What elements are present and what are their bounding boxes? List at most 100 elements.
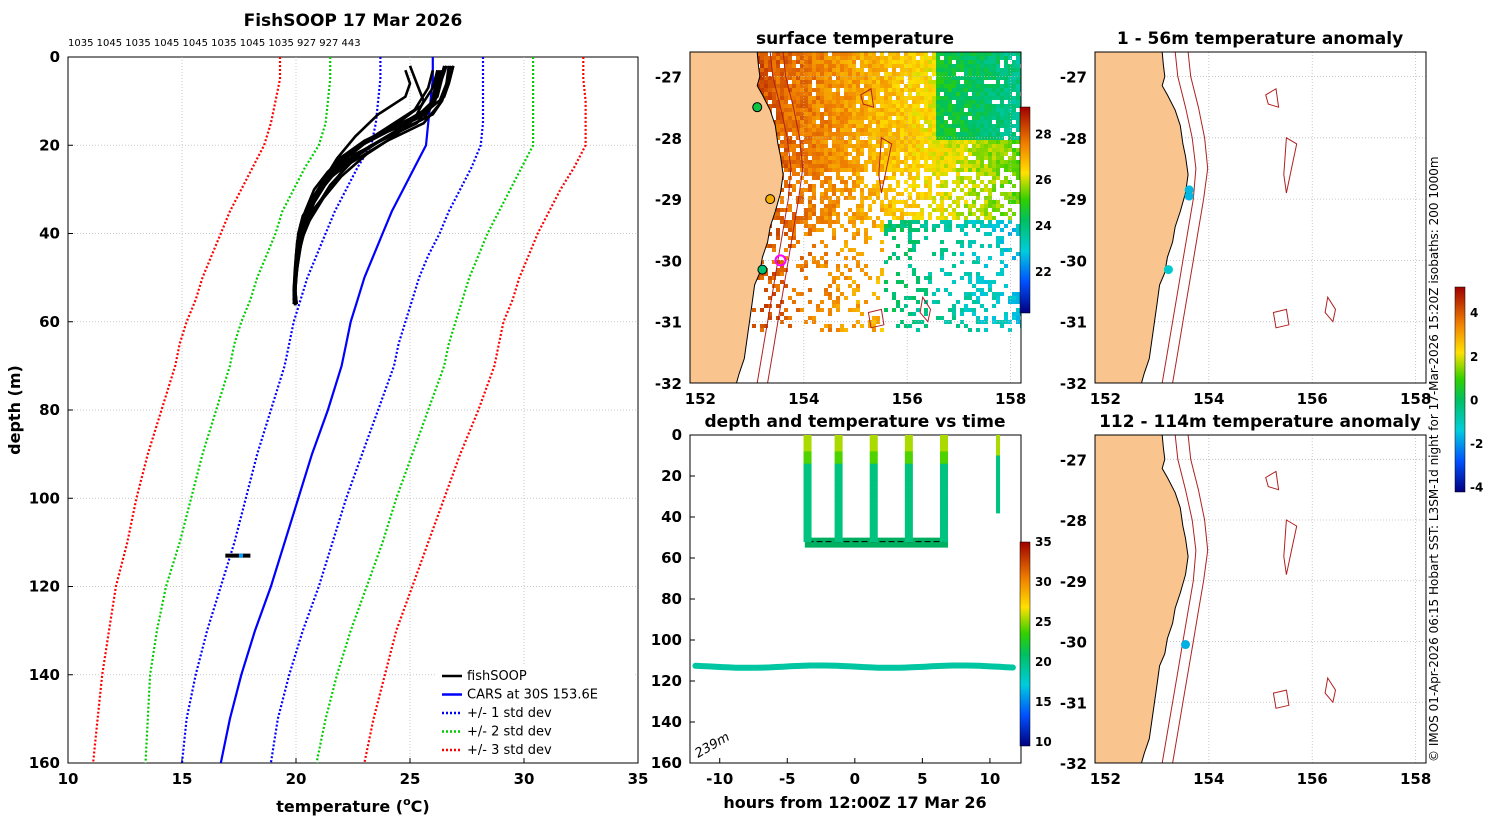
sst-cell [948,164,952,168]
sst-cell [784,180,788,184]
cast-segment [869,476,878,481]
sst-cell [900,68,904,72]
cast-segment [939,476,948,481]
sst-cell [1016,84,1020,88]
sst-cell [824,96,828,100]
sst-cell [892,56,896,60]
sst-cell [924,164,928,168]
sst-cell [944,84,948,88]
sst-cell [820,68,824,72]
sst-cell [800,152,804,156]
sst-cell [920,92,924,96]
sst-cell [828,60,832,64]
sst-cell [984,308,988,312]
sst-cell [836,296,840,300]
sst-cell [932,88,936,92]
cast-segment [834,463,843,469]
sst-cell [920,152,924,156]
sst-cell [828,136,832,140]
sst-cell [872,188,876,192]
sst-cell [904,180,908,184]
cast-segment [939,525,948,530]
sst-cell [980,140,984,144]
cast-segment [939,467,948,473]
sst-cell [996,84,1000,88]
sst-cell [972,240,976,244]
sst-cell [856,144,860,148]
sst-cell [920,192,924,196]
sst-cell [872,60,876,64]
sst-cell [912,84,916,88]
sst-cell [940,172,944,176]
sst-cell [988,284,992,288]
sst-cell [1016,168,1020,172]
sst-cell [968,120,972,124]
sst-cell [804,84,808,88]
cast-segment [834,467,843,473]
cast-segment [834,517,843,522]
sst-cell [956,180,960,184]
sst-cell [888,64,892,68]
sst-cell [880,168,884,172]
sst-cell [944,96,948,100]
sst-cell [976,88,980,92]
sst-cell [812,128,816,132]
sst-cell [812,56,816,60]
sst-cell [780,68,784,72]
sst-cell [788,76,792,80]
sst-cell [928,192,932,196]
sst-cell [924,52,928,56]
sst-cell [972,184,976,188]
sst-cell [868,192,872,196]
sst-cell [816,104,820,108]
sst-cell [920,72,924,76]
sst-cell [784,116,788,120]
sst-cell [1008,180,1012,184]
sst-cell [936,128,940,132]
sst-cell [980,288,984,292]
sst-cell [940,112,944,116]
std-lower-line-3 [144,57,332,763]
sst-cell [956,80,960,84]
sst-cell [860,188,864,192]
sst-cell [840,156,844,160]
sst-cell [896,128,900,132]
sst-cell [952,80,956,84]
sst-cell [776,268,780,272]
sst-cell [992,152,996,156]
sst-cell [832,132,836,136]
deep-cluster-marker [239,553,243,558]
sst-cell [904,108,908,112]
sst-cell [868,132,872,136]
sst-cell [836,300,840,304]
sst-cell [892,228,896,232]
sst-cell [1016,128,1020,132]
cast-segment [834,443,843,448]
sst-cell [864,60,868,64]
sst-cell [844,164,848,168]
sst-cell [856,228,860,232]
sst-cell [988,196,992,200]
sst-cell [952,84,956,88]
sst-cell [960,132,964,136]
sst-cell [1004,180,1008,184]
sst-cell [964,120,968,124]
cast-segment [939,463,948,469]
cast-segment [939,500,948,506]
sst-cell [924,324,928,328]
sst-cell [916,168,920,172]
sst-cell [888,212,892,216]
sst-cell [1000,252,1004,256]
sst-cell [856,284,860,288]
sst-cell [948,140,952,144]
sst-cell [820,328,824,332]
sst-cell [780,156,784,160]
sst-cell [840,168,844,172]
sst-cell [892,200,896,204]
sst-cell [924,96,928,100]
sst-cell [832,56,836,60]
sst-cell [1000,248,1004,252]
sst-cell [812,52,816,56]
sst-cell [832,140,836,144]
colorbar-tick-label: 4 [1470,306,1478,320]
